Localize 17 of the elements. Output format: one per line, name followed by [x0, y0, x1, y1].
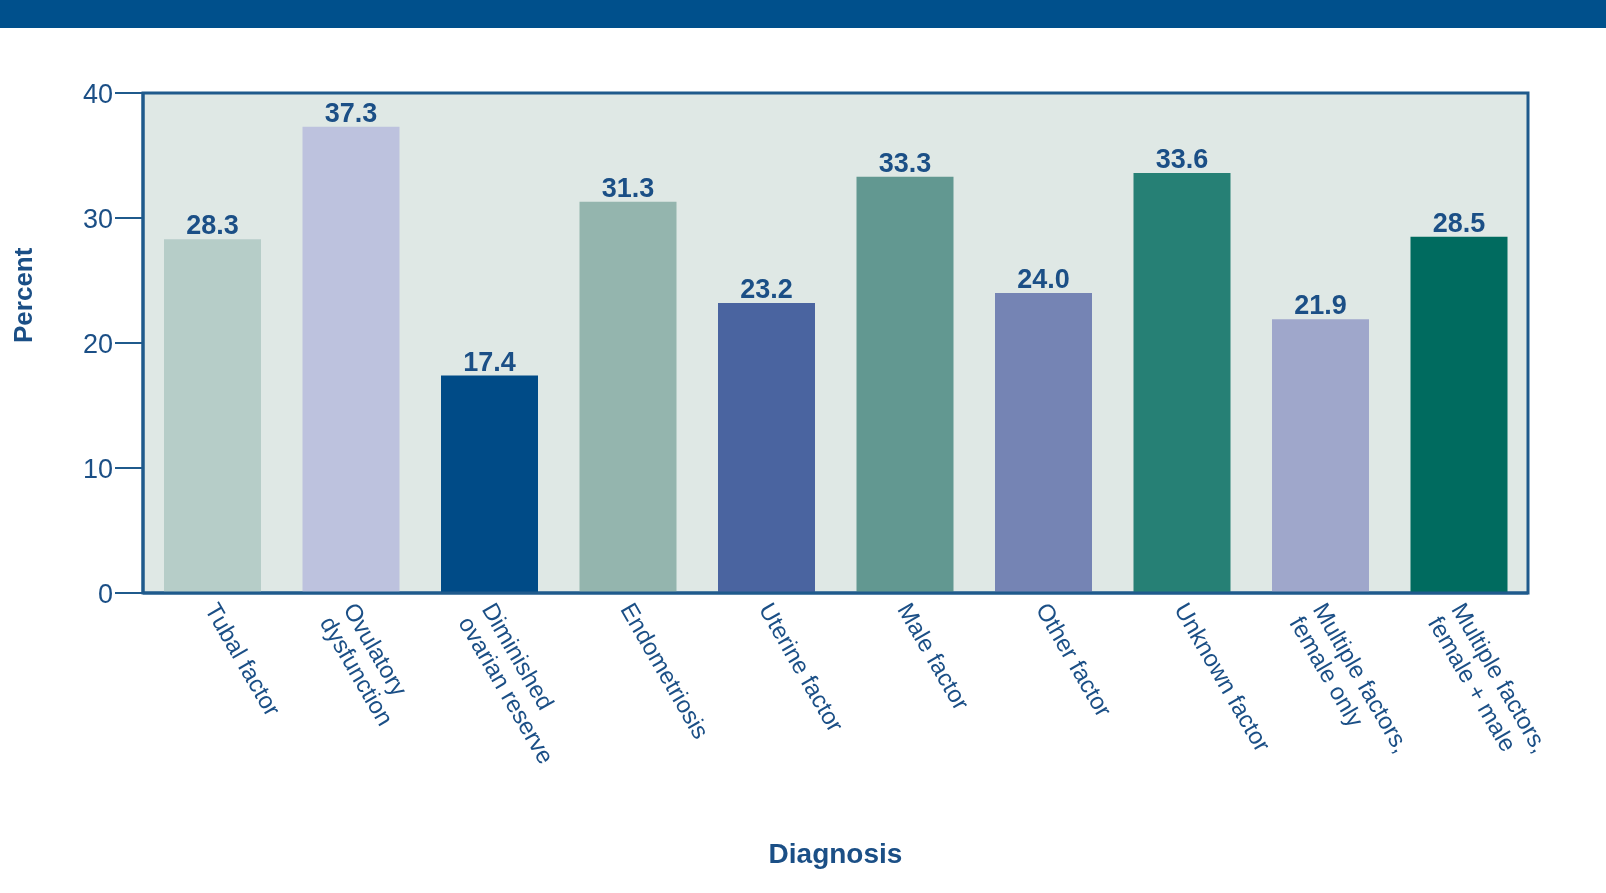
data-label: 17.4 [463, 346, 516, 377]
y-tick-label: 40 [82, 78, 113, 109]
y-tick-label: 30 [82, 203, 113, 234]
data-label: 24.0 [1017, 264, 1070, 294]
y-tick-label: 20 [82, 328, 113, 359]
y-axis-title: Percent [8, 247, 39, 343]
data-label: 37.3 [324, 97, 378, 128]
data-label: 28.3 [186, 210, 239, 241]
y-tick-label: 10 [82, 453, 113, 484]
data-label: 23.2 [740, 274, 793, 304]
data-label: 33.3 [878, 147, 932, 178]
y-tick-label: 0 [97, 578, 113, 609]
data-label: 21.9 [1294, 290, 1347, 321]
data-label: 31.3 [601, 172, 655, 203]
data-label: 28.5 [1432, 207, 1486, 238]
data-label: 33.6 [1155, 144, 1209, 174]
x-axis-title: Diagnosis [768, 838, 903, 869]
